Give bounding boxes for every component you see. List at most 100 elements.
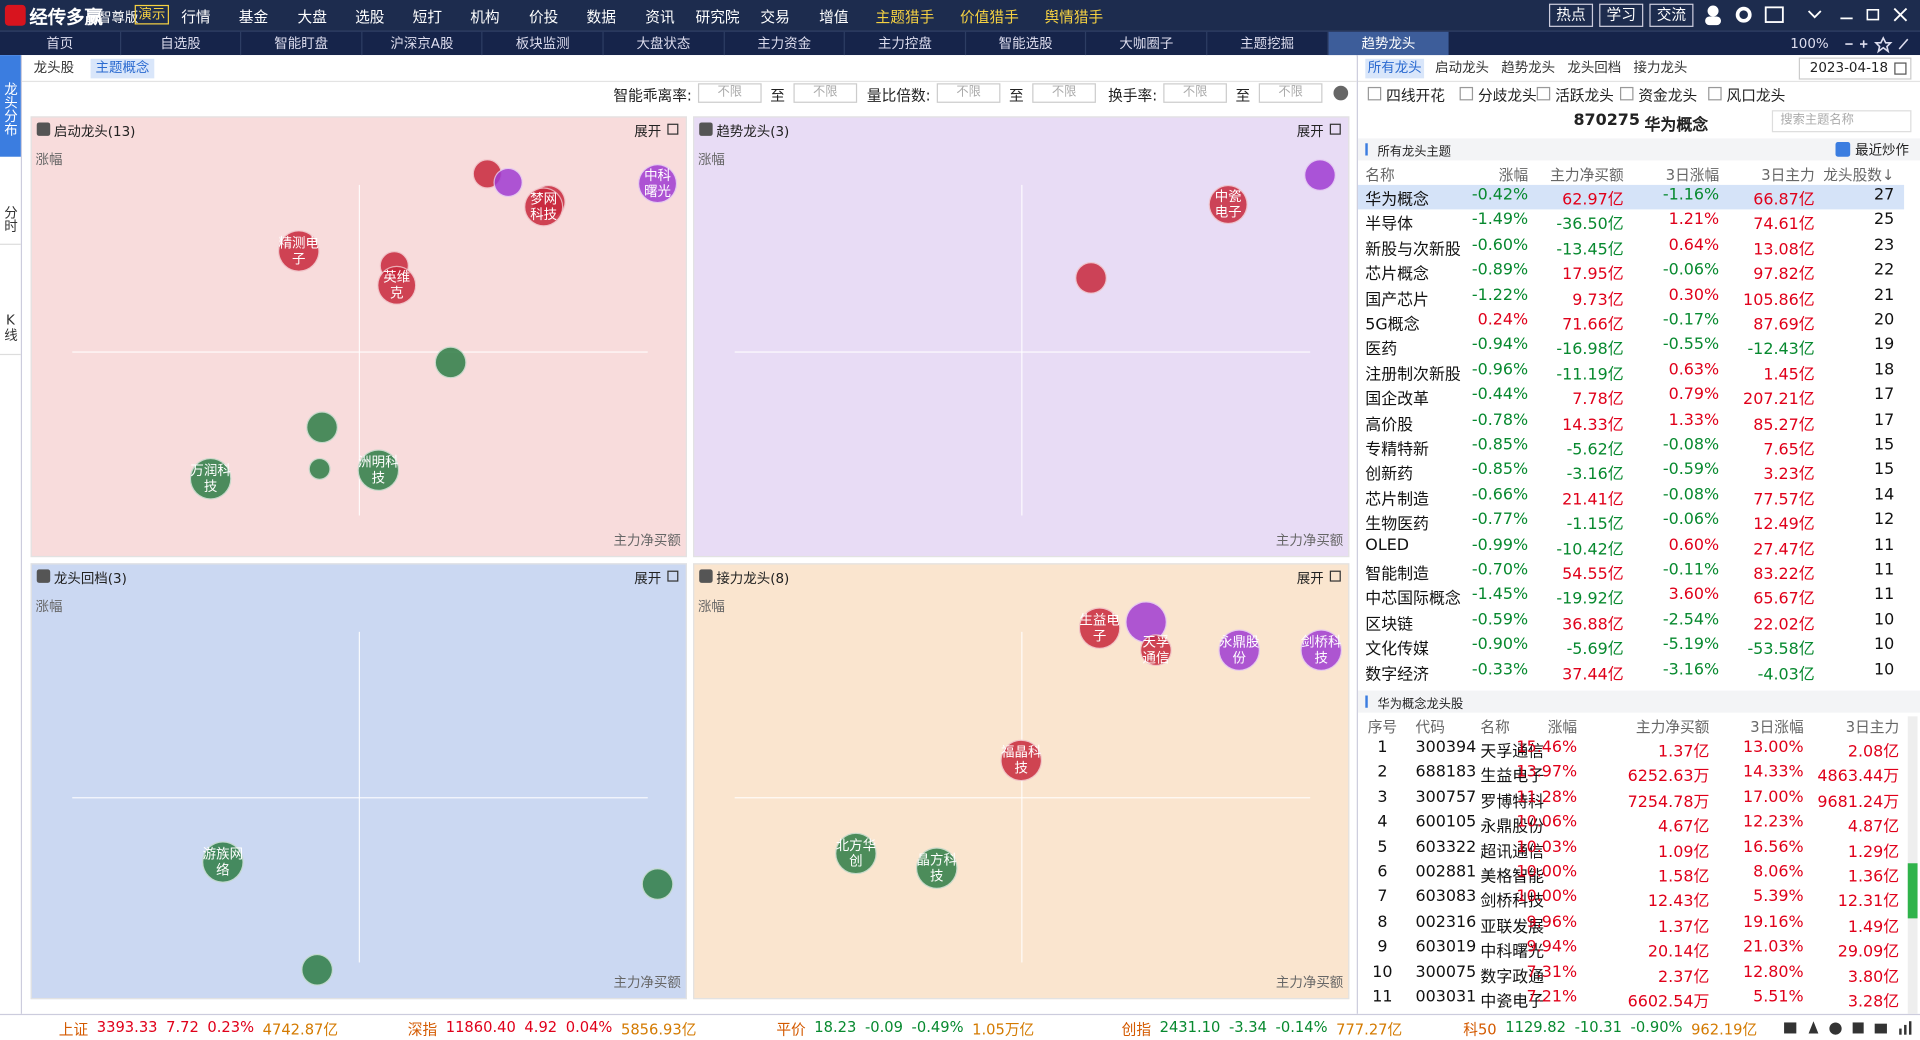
nav-tab[interactable]: 主题挖掘 bbox=[1207, 31, 1329, 57]
menu-item[interactable]: 增值 bbox=[819, 8, 849, 26]
panel-tab[interactable]: 龙头回档 bbox=[1567, 60, 1622, 76]
theme-row[interactable] bbox=[1358, 285, 1904, 309]
theme-row[interactable] bbox=[1358, 510, 1904, 534]
expand-button[interactable]: 展开 bbox=[1296, 123, 1324, 140]
stock-bubble[interactable] bbox=[1304, 159, 1336, 192]
top-button[interactable]: 交流 bbox=[1649, 3, 1694, 27]
stock-bubble[interactable] bbox=[1078, 607, 1121, 649]
menu-item[interactable]: 主题猎手 bbox=[875, 8, 935, 26]
stock-bubble[interactable] bbox=[835, 832, 877, 875]
menu-item[interactable]: 价投 bbox=[528, 8, 559, 26]
scrollbar-thumb[interactable] bbox=[1907, 863, 1918, 919]
demo-badge[interactable]: 演示 bbox=[134, 4, 169, 25]
panel-tab[interactable]: 接力龙头 bbox=[1633, 60, 1688, 76]
index-quote[interactable]: 平价 18.23 -0.09 -0.49% 1.05万亿 bbox=[776, 1019, 1034, 1039]
stock-bubble[interactable] bbox=[301, 953, 334, 986]
stock-bubble[interactable] bbox=[1075, 262, 1107, 294]
stock-bubble[interactable] bbox=[1208, 184, 1248, 225]
nav-tab[interactable]: 趋势龙头 bbox=[1328, 31, 1449, 57]
stock-bubble[interactable] bbox=[493, 167, 523, 198]
theme-row[interactable] bbox=[1358, 535, 1904, 559]
stock-bubble[interactable] bbox=[1218, 629, 1261, 672]
menu-item[interactable]: 舆情猎手 bbox=[1044, 8, 1104, 26]
menu-item[interactable]: 选股 bbox=[355, 8, 385, 26]
checkbox[interactable] bbox=[1367, 86, 1382, 101]
nav-tab[interactable]: 沪深京A股 bbox=[362, 31, 483, 57]
sub-tab[interactable]: 主题概念 bbox=[90, 58, 155, 79]
panel-tab[interactable]: 趋势龙头 bbox=[1501, 60, 1556, 76]
stock-bubble[interactable] bbox=[1125, 601, 1167, 643]
theme-row[interactable] bbox=[1358, 635, 1904, 659]
date-picker[interactable]: 2023-04-18 bbox=[1798, 57, 1912, 80]
stock-bubble[interactable] bbox=[308, 457, 331, 481]
checkbox[interactable] bbox=[1620, 86, 1634, 101]
theme-row[interactable] bbox=[1358, 310, 1904, 334]
sub-tab[interactable]: 龙头股 bbox=[33, 60, 75, 76]
expand-button[interactable]: 展开 bbox=[634, 123, 662, 140]
theme-row[interactable] bbox=[1357, 184, 1905, 210]
filter-input[interactable]: 不限 bbox=[1163, 83, 1227, 103]
nav-tab[interactable]: 首页 bbox=[0, 31, 121, 57]
theme-row[interactable] bbox=[1358, 385, 1904, 409]
stock-bubble[interactable] bbox=[277, 230, 320, 272]
panel-tab[interactable]: 所有龙头 bbox=[1365, 58, 1425, 79]
theme-row[interactable] bbox=[1358, 260, 1904, 284]
checkbox[interactable] bbox=[1536, 86, 1551, 101]
stock-bubble[interactable] bbox=[306, 411, 338, 444]
nav-tab[interactable]: 大盘状态 bbox=[604, 31, 725, 57]
menu-item[interactable]: 机构 bbox=[470, 8, 500, 26]
stock-bubble[interactable] bbox=[1000, 739, 1043, 782]
checkbox[interactable] bbox=[1708, 86, 1722, 101]
menu-item[interactable]: 数据 bbox=[586, 8, 616, 26]
filter-input[interactable]: 不限 bbox=[793, 83, 858, 103]
menu-item[interactable]: 研究院 bbox=[695, 8, 740, 26]
nav-tab[interactable]: 自选股 bbox=[121, 31, 242, 57]
expand-button[interactable]: 展开 bbox=[1296, 570, 1324, 587]
checkbox-checked[interactable] bbox=[1835, 142, 1851, 157]
filter-input[interactable]: 不限 bbox=[936, 83, 1001, 103]
theme-row[interactable] bbox=[1358, 460, 1904, 484]
theme-row[interactable] bbox=[1358, 660, 1904, 684]
nav-tab[interactable]: 主力控盘 bbox=[845, 31, 966, 57]
stock-bubble[interactable] bbox=[357, 449, 400, 492]
stock-bubble[interactable] bbox=[202, 841, 244, 883]
menu-item[interactable]: 行情 bbox=[181, 8, 211, 26]
side-tab[interactable]: 分时 bbox=[0, 190, 21, 245]
stock-bubble[interactable] bbox=[1300, 629, 1343, 672]
index-quote[interactable]: 科50 1129.82 -10.31 -0.90% 962.19亿 bbox=[1463, 1019, 1757, 1039]
expand-button[interactable]: 展开 bbox=[634, 570, 662, 587]
stock-bubble[interactable] bbox=[915, 847, 958, 889]
stock-bubble[interactable] bbox=[637, 164, 678, 204]
index-quote[interactable]: 上证 3393.33 7.72 0.23% 4742.87亿 bbox=[59, 1019, 338, 1039]
theme-row[interactable] bbox=[1358, 560, 1904, 584]
theme-row[interactable] bbox=[1358, 610, 1904, 634]
menu-item[interactable]: 价值猎手 bbox=[959, 8, 1019, 26]
side-tab[interactable]: K线 bbox=[0, 294, 21, 356]
icons[interactable] bbox=[1843, 32, 1920, 56]
stock-bubble[interactable] bbox=[1140, 634, 1172, 667]
filter-input[interactable]: 不限 bbox=[1258, 83, 1323, 103]
menu-item[interactable]: 短打 bbox=[412, 8, 443, 26]
nav-tab[interactable]: 板块监测 bbox=[483, 31, 604, 57]
stock-bubble[interactable] bbox=[377, 265, 417, 305]
menu-item[interactable]: 大盘 bbox=[297, 8, 327, 26]
theme-row[interactable] bbox=[1358, 335, 1904, 359]
stock-bubble[interactable] bbox=[641, 868, 674, 901]
nav-tab[interactable]: 智能盯盘 bbox=[241, 31, 363, 57]
side-tab[interactable]: 龙头分布 bbox=[0, 55, 21, 157]
icons[interactable] bbox=[1696, 0, 1916, 31]
menu-item[interactable]: 基金 bbox=[238, 8, 269, 26]
theme-row[interactable] bbox=[1358, 485, 1904, 509]
nav-tab[interactable]: 智能选股 bbox=[966, 31, 1087, 57]
theme-row[interactable] bbox=[1358, 435, 1904, 459]
menu-item[interactable]: 资讯 bbox=[645, 8, 675, 26]
theme-row[interactable] bbox=[1358, 210, 1904, 234]
theme-row[interactable] bbox=[1358, 410, 1904, 434]
stock-bubble[interactable] bbox=[189, 457, 232, 500]
top-button[interactable]: 学习 bbox=[1599, 3, 1644, 27]
top-button[interactable]: 热点 bbox=[1548, 3, 1594, 27]
filter-input[interactable]: 不限 bbox=[697, 83, 762, 103]
nav-tab[interactable]: 大咖圈子 bbox=[1087, 31, 1208, 57]
nav-tab[interactable]: 主力资金 bbox=[724, 31, 846, 57]
index-quote[interactable]: 深指 11860.40 4.92 0.04% 5856.93亿 bbox=[408, 1019, 697, 1039]
